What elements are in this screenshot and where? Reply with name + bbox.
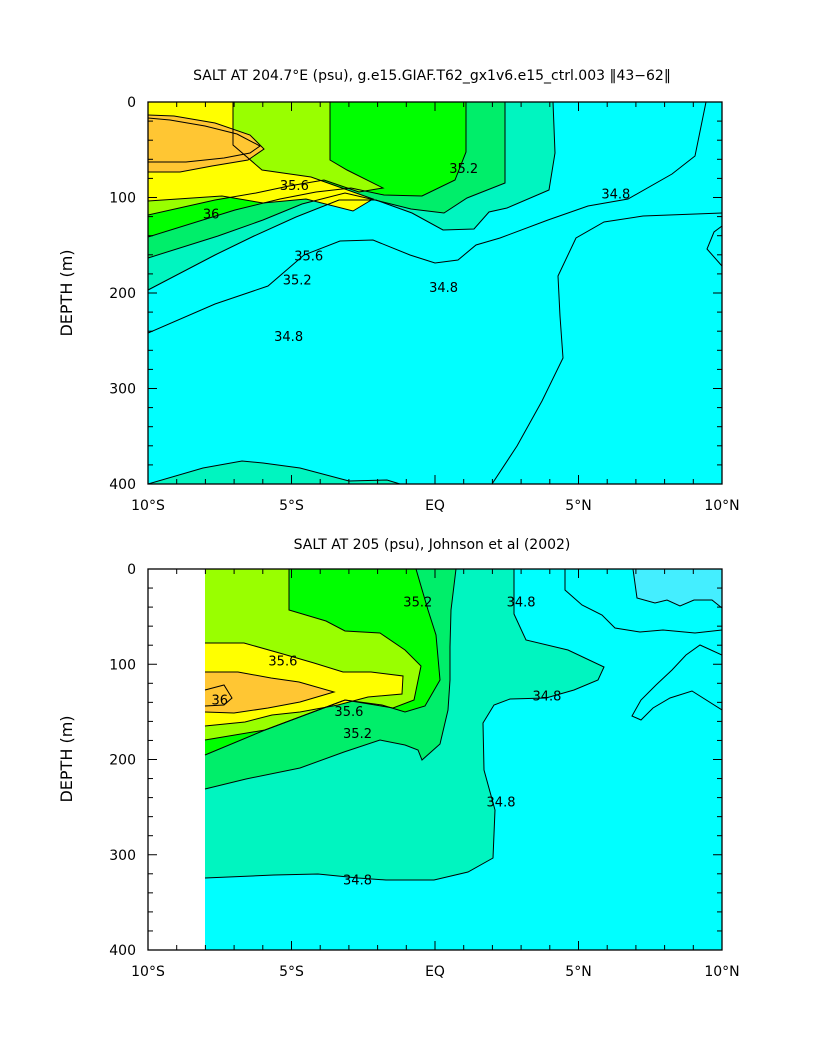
contour-label: 34.8 (487, 795, 516, 810)
contour-label: 36 (203, 208, 220, 223)
contour-label: 35.2 (283, 274, 312, 289)
contour-label: 35.2 (343, 727, 372, 742)
panel-model-title: SALT AT 204.7°E (psu), g.e15.GIAF.T62_gx… (193, 68, 671, 84)
contour-label: 35.6 (280, 179, 309, 194)
panel-obs-title: SALT AT 205 (psu), Johnson et al (2002) (294, 537, 571, 553)
contour-label: 34.8 (532, 690, 561, 705)
contour-label: 35.2 (403, 595, 432, 610)
panel-obs: SALT AT 205 (psu), Johnson et al (2002) … (57, 537, 740, 980)
ytick-label: 100 (109, 657, 136, 673)
ytick-label: 200 (109, 753, 136, 769)
panel-obs-contour-labels: 35.6 36 35.6 35.2 35.2 34.8 34.8 34.8 34.8 (211, 595, 561, 888)
fill-36.0-36.2 (148, 115, 264, 172)
xtick-label: EQ (425, 964, 445, 980)
contour-label: 35.6 (294, 250, 323, 265)
panel-model-ticks: 10°S 5°S EQ 5°N 10°N 0 100 200 300 400 (109, 95, 739, 514)
xtick-label: 10°S (131, 964, 165, 980)
xtick-label: 5°S (279, 498, 304, 514)
ytick-label: 200 (109, 286, 136, 302)
contour-label: 35.6 (334, 705, 363, 720)
contour-label: 34.8 (429, 281, 458, 296)
contour-label: 34.8 (507, 595, 536, 610)
ytick-label: 300 (109, 382, 136, 398)
panel-model-ylabel: DEPTH (m) (57, 249, 76, 336)
contour-label: 36 (211, 693, 228, 708)
xtick-label: EQ (425, 498, 445, 514)
xtick-label: 5°N (565, 498, 591, 514)
xtick-label: 10°N (704, 964, 739, 980)
panel-model-contour-labels: 35.6 36 35.6 35.2 35.2 34.8 34.8 34.8 (203, 162, 630, 345)
panel-model: SALT AT 204.7°E (psu), g.e15.GIAF.T62_gx… (57, 68, 740, 514)
panel-model-contour-lines (148, 102, 722, 484)
ytick-label: 400 (109, 943, 136, 959)
fill-34.4-34.6 (633, 569, 722, 608)
ytick-label: 400 (109, 477, 136, 493)
xtick-label: 10°S (131, 498, 165, 514)
ytick-label: 0 (127, 95, 136, 111)
ytick-label: 300 (109, 848, 136, 864)
xtick-label: 5°N (565, 964, 591, 980)
contour-label: 34.8 (343, 873, 372, 888)
panel-obs-fills (205, 569, 722, 950)
ytick-label: 0 (127, 562, 136, 578)
contour-label: 34.8 (601, 188, 630, 203)
contour-label: 34.8 (274, 330, 303, 345)
xtick-label: 10°N (704, 498, 739, 514)
panel-obs-ticks: 10°S 5°S EQ 5°N 10°N 0 100 200 300 400 (109, 562, 739, 980)
panel-obs-contour-lines (204, 569, 722, 881)
contour-label: 35.6 (268, 654, 297, 669)
xtick-label: 5°S (279, 964, 304, 980)
fill-36.0-36.2 (205, 672, 334, 713)
ytick-label: 100 (109, 191, 136, 207)
contour-label: 35.2 (449, 162, 478, 177)
panel-obs-ylabel: DEPTH (m) (57, 715, 76, 802)
